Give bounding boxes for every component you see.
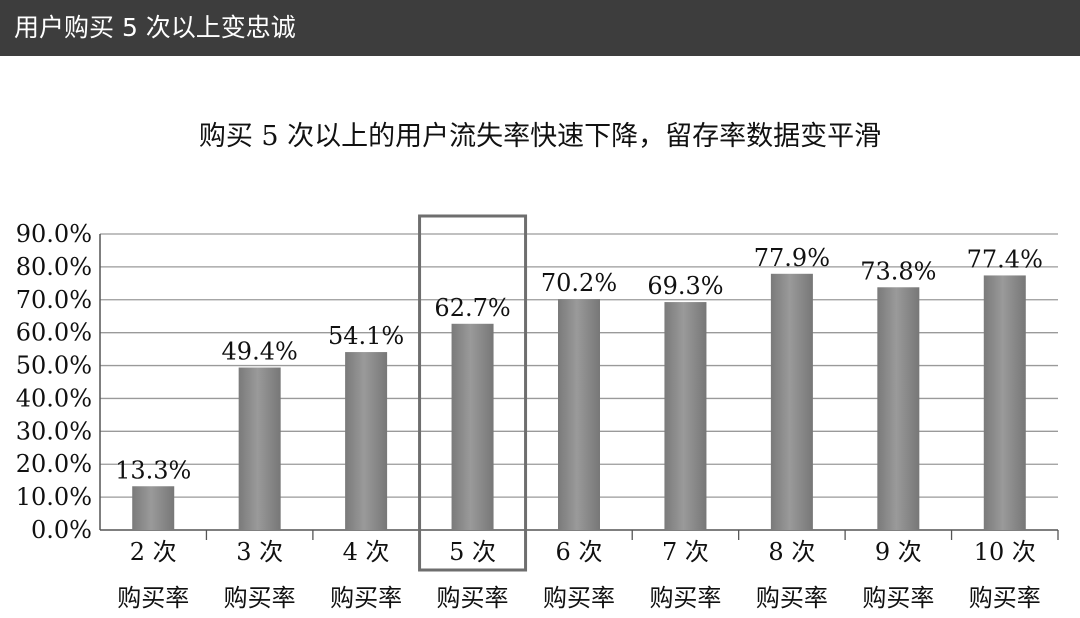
- chart-title: 购买 5 次以上的用户流失率快速下降，留存率数据变平滑: [198, 121, 882, 152]
- x-tick-label: 10 次: [974, 538, 1036, 566]
- x-tick-label: 8 次: [768, 538, 815, 566]
- y-tick-label: 0.0%: [31, 516, 92, 544]
- data-label: 54.1%: [328, 322, 404, 350]
- y-tick-label: 90.0%: [16, 220, 92, 248]
- data-label: 69.3%: [647, 272, 723, 300]
- x-tick-sublabel: 购买率: [330, 584, 402, 612]
- y-tick-label: 30.0%: [16, 417, 92, 445]
- x-tick-label: 3 次: [236, 538, 283, 566]
- x-tick-label: 6 次: [556, 538, 603, 566]
- x-tick-label: 9 次: [875, 538, 922, 566]
- bar: [664, 302, 707, 530]
- x-tick-sublabel: 购买率: [862, 584, 934, 612]
- bar: [451, 323, 494, 530]
- y-tick-label: 50.0%: [16, 352, 92, 380]
- bar: [983, 275, 1026, 530]
- y-tick-label: 80.0%: [16, 253, 92, 281]
- x-tick-label: 4 次: [343, 538, 390, 566]
- data-label: 77.4%: [967, 245, 1043, 273]
- data-label: 70.2%: [541, 269, 617, 297]
- bar: [132, 486, 175, 530]
- y-tick-label: 20.0%: [16, 450, 92, 478]
- data-label: 13.3%: [115, 456, 191, 484]
- header-title: 用户购买 5 次以上变忠诚: [14, 13, 296, 42]
- x-tick-label: 2 次: [130, 538, 177, 566]
- data-label: 49.4%: [222, 338, 298, 366]
- x-tick-sublabel: 购买率: [224, 584, 296, 612]
- x-tick-sublabel: 购买率: [756, 584, 828, 612]
- data-label: 77.9%: [754, 244, 830, 272]
- bar: [238, 367, 281, 530]
- bar: [770, 273, 813, 530]
- y-tick-label: 40.0%: [16, 384, 92, 412]
- bar: [345, 352, 388, 530]
- bar: [558, 299, 600, 530]
- data-label: 62.7%: [434, 294, 510, 322]
- highlight-box: [418, 214, 528, 572]
- x-tick-label: 7 次: [662, 538, 709, 566]
- data-label: 73.8%: [860, 257, 936, 285]
- y-tick-label: 70.0%: [16, 286, 92, 314]
- x-tick-sublabel: 购买率: [969, 584, 1041, 612]
- x-tick-sublabel: 购买率: [437, 584, 509, 612]
- x-tick-sublabel: 购买率: [649, 584, 721, 612]
- x-tick-label: 5 次: [449, 538, 496, 566]
- header-bar: 用户购买 5 次以上变忠诚: [0, 0, 1080, 56]
- x-tick-sublabel: 购买率: [117, 584, 189, 612]
- bar: [877, 287, 920, 530]
- y-tick-label: 60.0%: [16, 319, 92, 347]
- y-tick-label: 10.0%: [16, 483, 92, 511]
- x-tick-sublabel: 购买率: [543, 584, 615, 612]
